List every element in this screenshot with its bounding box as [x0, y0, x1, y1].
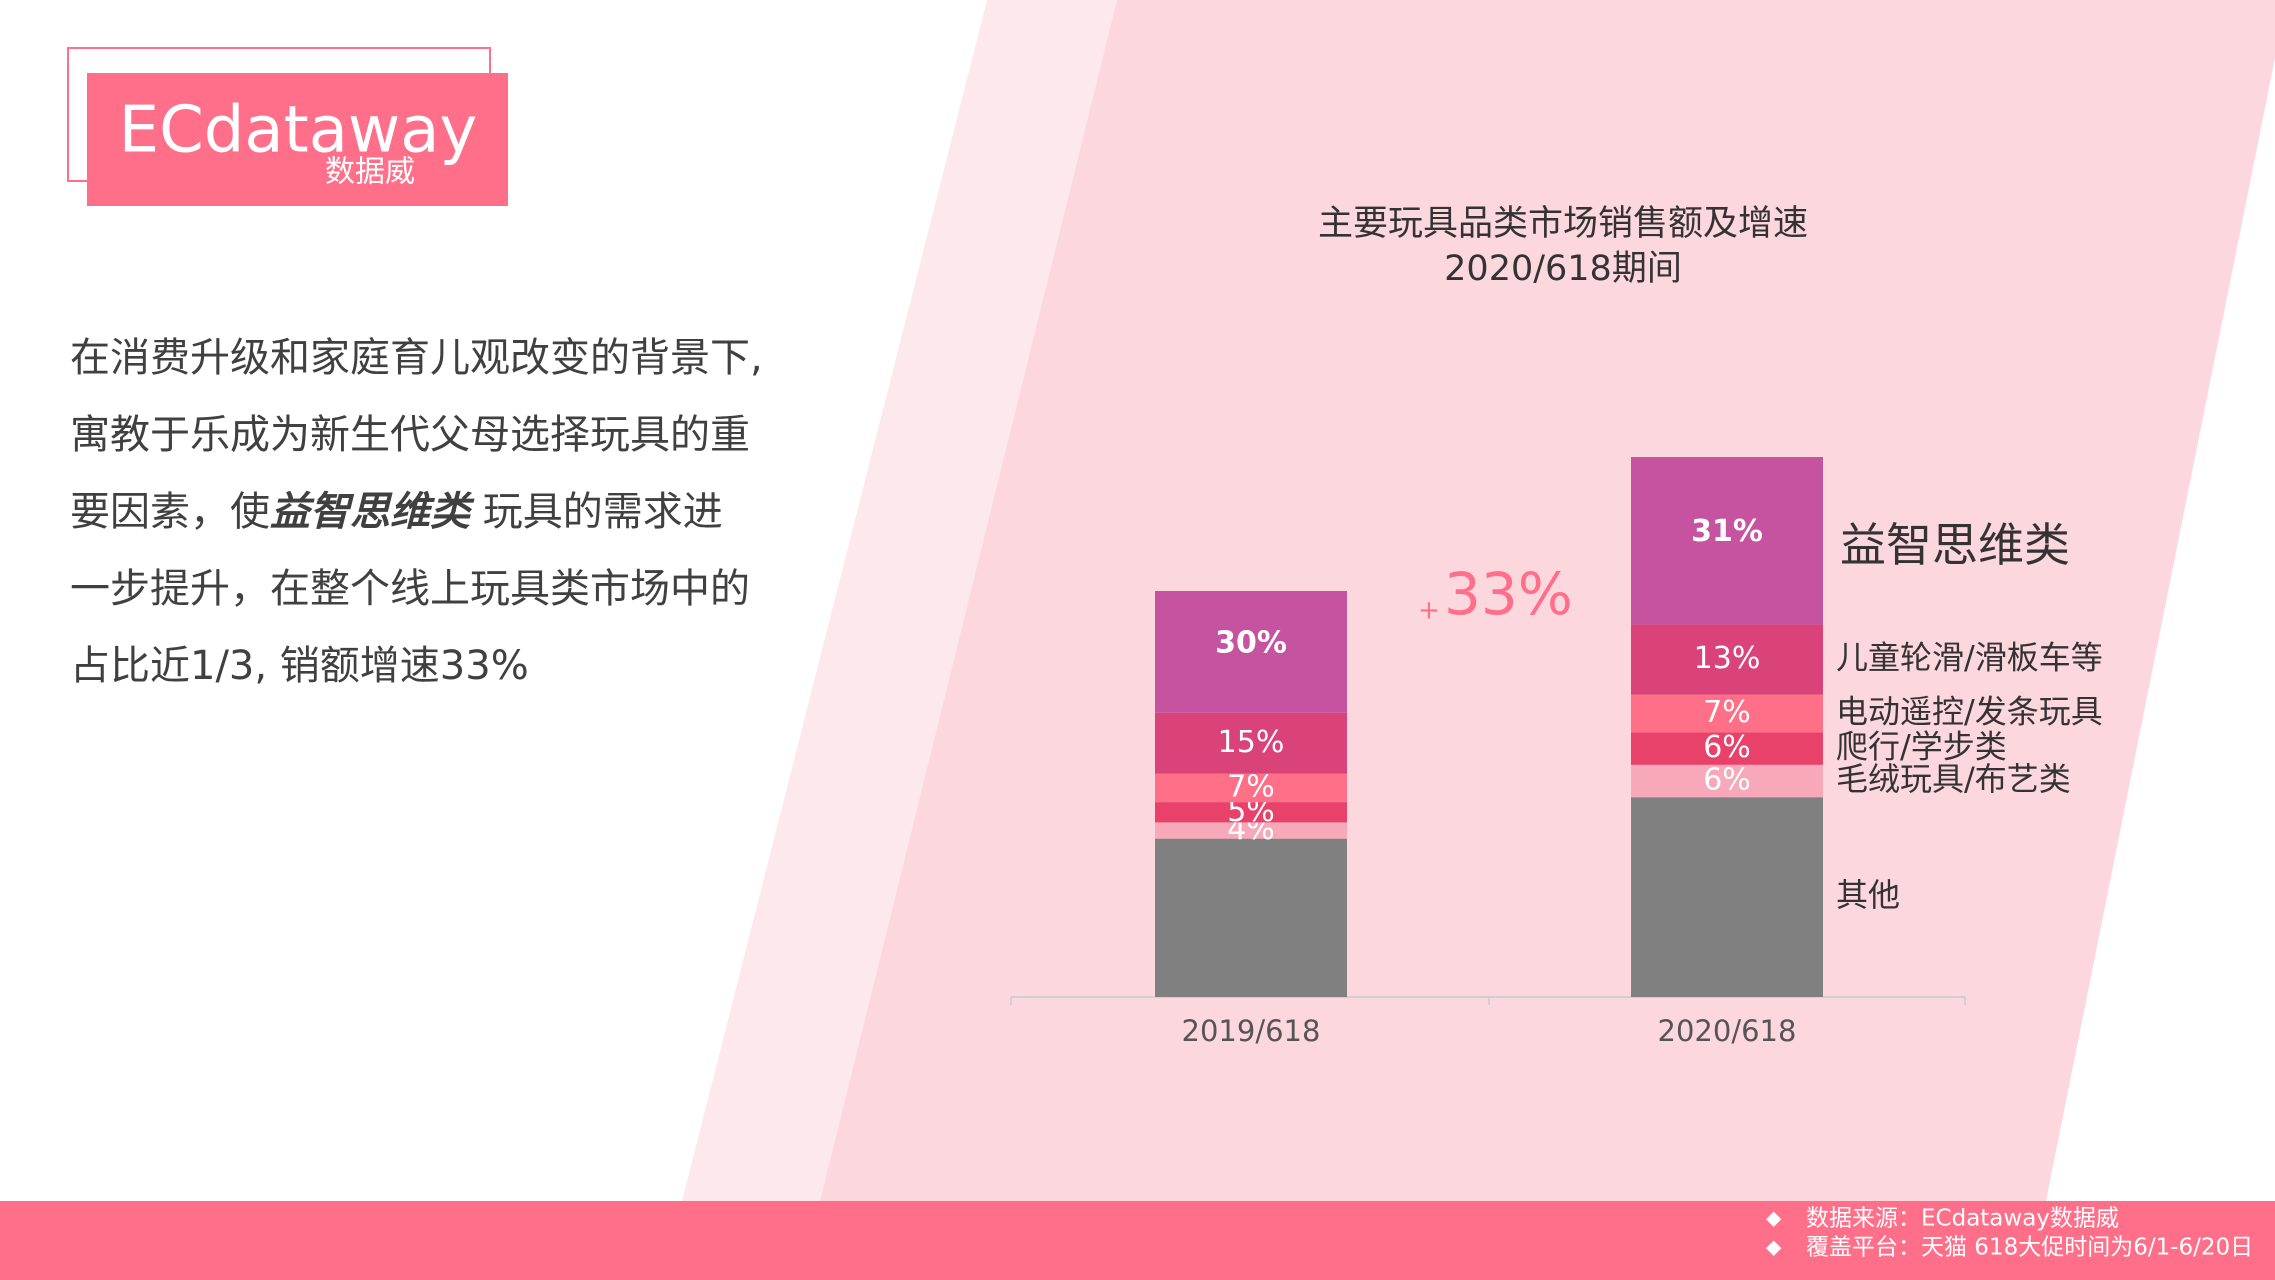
- bar-segment: [1631, 764, 1823, 798]
- body-text: 在消费升级和家庭育儿观改变的背景下,: [70, 335, 763, 381]
- bullet: ◆: [1766, 1206, 1782, 1230]
- legend-label: 电动遥控/发条玩具: [1836, 693, 2103, 731]
- body-text: 一步提升，在整个线上玩具类市场中的: [70, 566, 750, 612]
- legend-label: 毛绒玩具/布艺类: [1836, 760, 2071, 798]
- body-line: 寓教于乐成为新生代父母选择玩具的重: [70, 412, 750, 458]
- bar-segment: [1155, 712, 1347, 774]
- bullet: ◆: [1766, 1235, 1782, 1259]
- logo-name: ECdataway: [119, 94, 478, 168]
- legend-label: 益智思维类: [1840, 518, 2070, 572]
- value-label: 31%: [1691, 514, 1763, 549]
- body-emphasis: 益智思维类: [270, 489, 475, 535]
- body-text: 玩具的需求进: [470, 489, 723, 535]
- bar-segment: [1631, 797, 1823, 997]
- bar-segment: [1155, 822, 1347, 839]
- body-text: 寓教于乐成为新生代父母选择玩具的重: [70, 412, 750, 458]
- x-tick-label: 2019/618: [1182, 1014, 1321, 1048]
- footer-note: 覆盖平台：天猫 618大促时间为6/1-6/20日: [1806, 1235, 2253, 1261]
- logo-box: [87, 73, 508, 206]
- bar-segment: [1155, 802, 1347, 823]
- logo-subname: 数据威: [325, 155, 415, 190]
- legend-label: 儿童轮滑/滑板车等: [1836, 639, 2103, 677]
- light-band: [682, 0, 1117, 1201]
- bar-segment: [1631, 732, 1823, 765]
- chart-subtitle: 2020/618期间: [1444, 249, 1682, 289]
- value-label: 30%: [1215, 625, 1287, 660]
- bar-segment: [1155, 591, 1347, 713]
- value-label: 7%: [1227, 769, 1275, 804]
- bar-segment: [1631, 694, 1823, 733]
- footer-bar: [0, 1201, 2275, 1280]
- legend-label: 爬行/学步类: [1836, 728, 2007, 766]
- bar-segment: [1155, 773, 1347, 803]
- body-text: 占比近1/3, 销额增速33%: [70, 643, 529, 689]
- body-line: 一步提升，在整个线上玩具类市场中的: [70, 566, 750, 612]
- bar-segment: [1631, 624, 1823, 695]
- x-tick-label: 2020/618: [1658, 1014, 1797, 1048]
- value-label: 7%: [1703, 695, 1751, 730]
- legend-label: 其他: [1836, 876, 1900, 914]
- bar-segment: [1631, 457, 1823, 625]
- chart-title: 主要玩具品类市场销售额及增速: [1318, 204, 1808, 244]
- body-line: 在消费升级和家庭育儿观改变的背景下,: [70, 335, 763, 381]
- value-label: 13%: [1694, 641, 1761, 676]
- annotation: 33%: [1444, 560, 1573, 628]
- value-label: 6%: [1703, 763, 1751, 798]
- value-label: 15%: [1218, 725, 1285, 760]
- body-text: 要因素，使: [70, 489, 270, 535]
- value-label: 6%: [1703, 730, 1751, 765]
- annotation-prefix: +: [1418, 596, 1440, 626]
- body-line: 占比近1/3, 销额增速33%: [70, 643, 529, 689]
- bar-segment: [1155, 838, 1347, 997]
- footer-note: 数据来源：ECdataway数据威: [1806, 1206, 2119, 1232]
- body-line: 要因素，使益智思维类 玩具的需求进: [70, 489, 723, 535]
